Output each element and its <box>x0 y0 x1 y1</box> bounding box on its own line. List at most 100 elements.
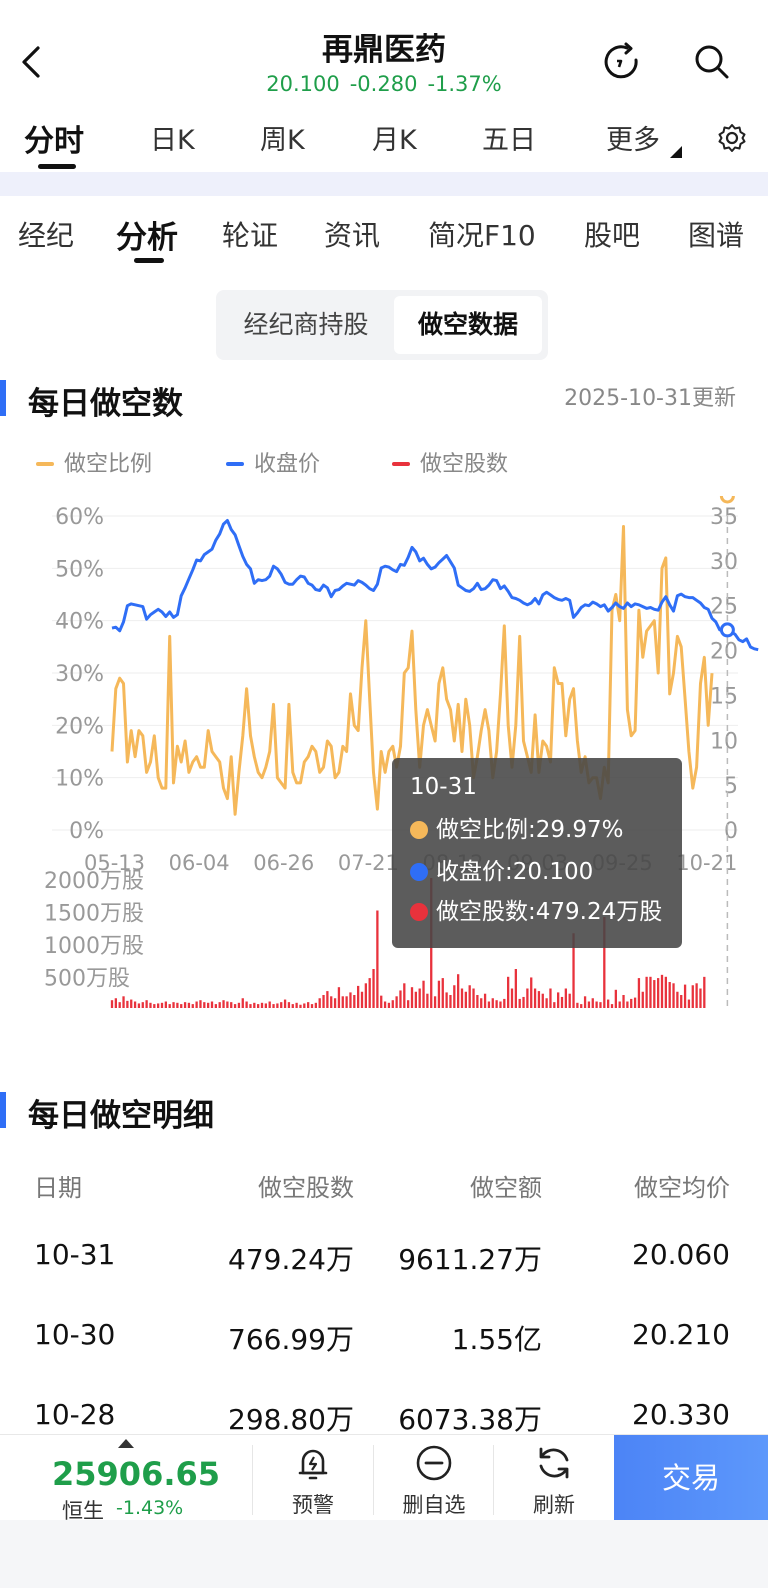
refresh-button[interactable]: 刷新 <box>495 1435 613 1521</box>
subtab-warrants[interactable]: 轮证 <box>222 219 279 252</box>
segment-broker-holdings[interactable]: 经纪商持股 <box>243 310 369 339</box>
refresh-quote-button[interactable] <box>600 40 644 84</box>
remove-watchlist-button[interactable]: 删自选 <box>375 1435 493 1521</box>
tooltip-short-volume: 做空股数:479.24万股 <box>410 892 662 926</box>
short-volume-bar <box>387 1002 391 1008</box>
short-volume-bar <box>341 996 344 1008</box>
short-volume-bar <box>203 1002 206 1008</box>
short-volume-bar <box>376 910 379 1008</box>
short-volume-bar <box>553 1002 556 1008</box>
daily-short-title: 每日做空数 <box>28 386 183 422</box>
short-volume-bar <box>483 993 487 1008</box>
x-tick-label: 07-21 <box>338 851 399 875</box>
back-button[interactable] <box>14 40 54 84</box>
y-left-tick-label: 60% <box>55 505 104 530</box>
search-icon <box>695 45 729 79</box>
short-volume-bar <box>268 1001 271 1008</box>
short-volume-bar <box>660 974 664 1008</box>
short-volume-bar <box>437 980 441 1008</box>
short-volume-bars <box>110 878 706 1008</box>
trade-button[interactable]: 交易 <box>614 1435 768 1521</box>
search-button[interactable] <box>690 40 734 84</box>
short-volume-bar <box>157 1003 160 1008</box>
legend-close-price[interactable]: 收盘价 <box>254 452 321 477</box>
short-volume-bar <box>322 995 325 1008</box>
caret-up-icon[interactable] <box>118 1439 134 1448</box>
col-header-short-amount[interactable]: 做空额 <box>470 1174 542 1202</box>
cell-short-amount: 9611.27万 <box>398 1243 542 1276</box>
short-volume-bar <box>676 991 679 1008</box>
short-volume-bar <box>680 995 683 1008</box>
tab-daily-k[interactable]: 日K <box>150 125 195 156</box>
y-right-tick-label: 20 <box>710 640 738 665</box>
short-volume-bar <box>333 998 337 1008</box>
short-volume-bar <box>641 991 644 1008</box>
col-header-short-avg-price[interactable]: 做空均价 <box>634 1174 730 1202</box>
legend-short-volume[interactable]: 做空股数 <box>420 452 509 477</box>
tab-more[interactable]: 更多 <box>606 125 660 156</box>
cell-short-avg-price: 20.210 <box>632 1318 730 1351</box>
active-tab-indicator <box>38 164 76 169</box>
short-volume-bar <box>572 933 575 1008</box>
short-volume-bar <box>626 1001 629 1008</box>
tooltip-date: 10-31 <box>410 774 477 800</box>
tab-five-day[interactable]: 五日 <box>482 125 536 156</box>
subtab-broker[interactable]: 经纪 <box>18 219 75 252</box>
volume-tick-label: 2000万股 <box>44 869 144 894</box>
subtab-news[interactable]: 资讯 <box>324 219 381 252</box>
bottom-action-bar: 25906.65 恒生 -1.43% 预警 删自选 刷新 交易 <box>0 1434 768 1523</box>
alert-button[interactable]: 预警 <box>254 1435 372 1521</box>
segment-short-data[interactable]: 做空数据 <box>394 296 542 354</box>
divider <box>252 1445 253 1515</box>
subtab-f10[interactable]: 简况F10 <box>428 219 536 252</box>
cell-date: 10-30 <box>34 1318 116 1351</box>
x-tick-label: 06-26 <box>253 851 314 875</box>
short-volume-bar <box>549 988 552 1008</box>
cell-date: 10-31 <box>34 1238 116 1271</box>
short-volume-bar <box>618 1001 621 1008</box>
short-volume-bar <box>522 996 525 1008</box>
refresh-label: 刷新 <box>533 1493 575 1517</box>
short-volume-bar <box>176 1002 179 1008</box>
short-volume-bar <box>672 983 675 1008</box>
subtab-forum[interactable]: 股吧 <box>584 219 641 252</box>
subtab-analysis[interactable]: 分析 <box>116 220 178 256</box>
short-volume-bar <box>126 1000 129 1008</box>
short-volume-bar <box>145 1000 148 1008</box>
active-subtab-indicator <box>134 258 164 263</box>
short-volume-bar <box>487 1001 491 1008</box>
col-header-date[interactable]: 日期 <box>34 1174 82 1202</box>
short-volume-bar <box>299 1004 302 1008</box>
short-volume-bar <box>168 1004 171 1008</box>
refresh-icon <box>539 1447 569 1479</box>
short-volume-bar <box>622 995 625 1008</box>
legend-short-ratio[interactable]: 做空比例 <box>64 452 153 477</box>
tab-monthly-k[interactable]: 月K <box>372 125 417 156</box>
chevron-left-icon <box>22 46 40 78</box>
short-volume-bar <box>260 1002 264 1008</box>
short-volume-bar <box>353 995 356 1008</box>
tab-intraday[interactable]: 分时 <box>24 124 84 159</box>
short-volume-bar <box>591 998 594 1008</box>
col-header-short-shares[interactable]: 做空股数 <box>258 1174 354 1202</box>
short-volume-bar <box>664 976 667 1008</box>
short-volume-bar <box>614 989 617 1008</box>
short-volume-bar <box>499 1001 502 1008</box>
y-right-tick-label: 30 <box>710 550 738 575</box>
short-selling-chart[interactable]: 60% 50% 40% 30% 20% 10% 0% 35 30 25 20 15 10 5 0 05-1… <box>0 496 768 1012</box>
short-volume-bar <box>568 993 571 1008</box>
short-volume-bar <box>207 1002 210 1008</box>
y-left-tick-label: 20% <box>55 714 104 739</box>
y-right-tick-label: 35 <box>710 505 738 530</box>
short-volume-bar <box>433 996 437 1008</box>
tooltip-short-volume-text: 做空股数:479.24万股 <box>436 899 663 925</box>
short-volume-bar <box>383 1001 387 1008</box>
volume-tick-label: 500万股 <box>44 967 130 992</box>
more-dropdown-icon[interactable] <box>670 146 682 158</box>
tab-weekly-k[interactable]: 周K <box>260 125 305 156</box>
short-volume-bar <box>683 984 687 1008</box>
short-volume-bar <box>653 980 656 1008</box>
subtab-graph[interactable]: 图谱 <box>688 219 745 252</box>
settings-button[interactable] <box>716 122 748 154</box>
short-volume-bar <box>580 1004 583 1008</box>
